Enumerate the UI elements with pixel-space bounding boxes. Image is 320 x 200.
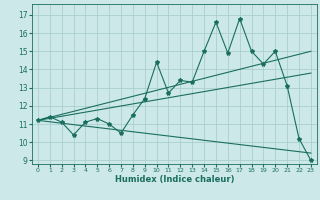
X-axis label: Humidex (Indice chaleur): Humidex (Indice chaleur) [115, 175, 234, 184]
